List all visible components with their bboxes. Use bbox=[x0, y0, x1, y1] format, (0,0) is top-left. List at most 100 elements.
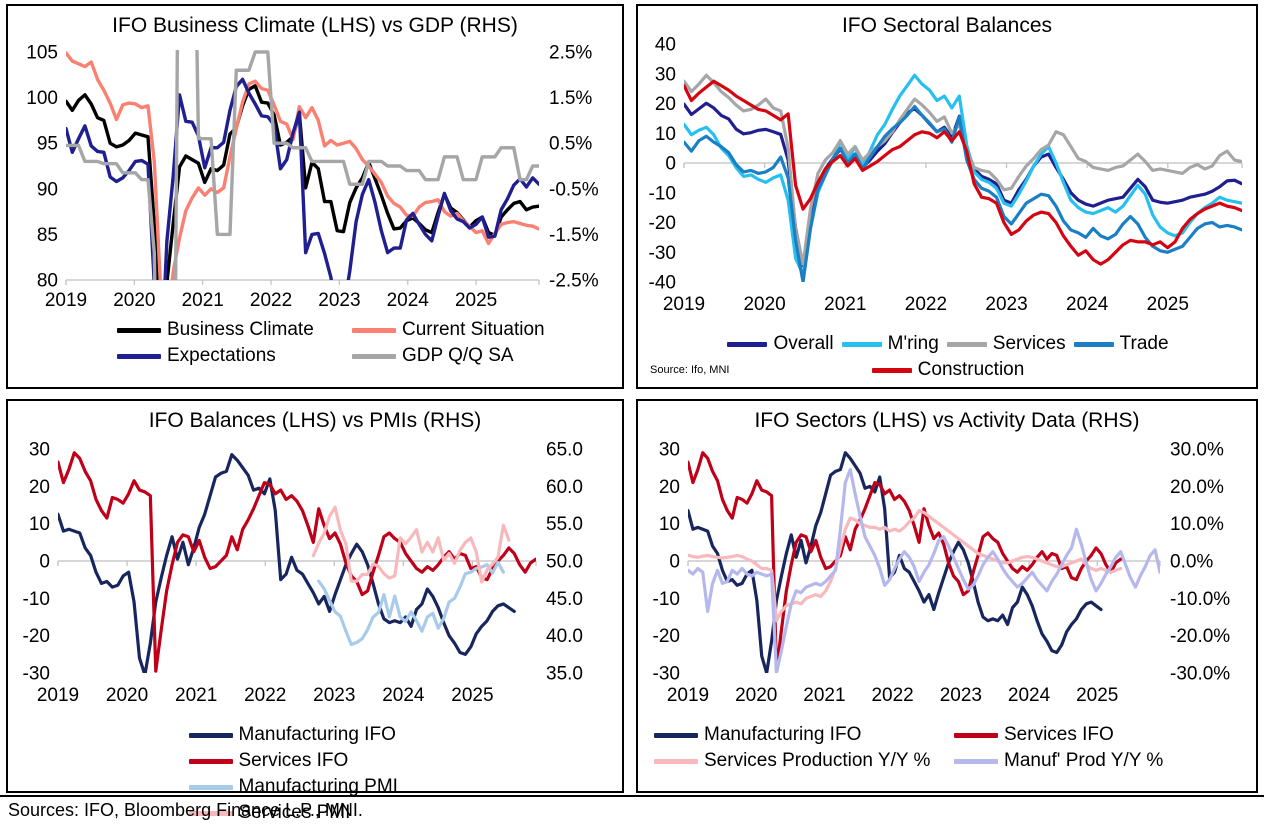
series-line-manuf-prod-y-y bbox=[688, 467, 1160, 673]
legend-label: Services bbox=[992, 333, 1066, 354]
y-axis-tick-right: -30.0% bbox=[1170, 664, 1230, 685]
x-axis-tick: 2023 bbox=[940, 685, 982, 706]
legend-swatch-icon bbox=[117, 327, 161, 333]
legend-label: Manufacturing PMI bbox=[238, 776, 398, 797]
legend-item-business-climate[interactable]: Business Climate bbox=[117, 318, 342, 342]
panel-title-bottom-left: IFO Balances (LHS) vs PMIs (RHS) bbox=[148, 409, 482, 432]
y-axis-tick-right: 0.5% bbox=[549, 134, 592, 155]
x-axis-tick: 2022 bbox=[244, 685, 286, 706]
legend-label: Manufacturing IFO bbox=[704, 724, 862, 745]
x-axis-tick: 2024 bbox=[387, 290, 430, 311]
y-axis-tick-right: 10.0% bbox=[1170, 514, 1224, 535]
legend-swatch-icon bbox=[352, 327, 396, 333]
legend-label: Services PMI bbox=[238, 802, 351, 823]
series-line-gdp-q-q-sa bbox=[66, 50, 539, 280]
legend-swatch-icon bbox=[954, 758, 998, 764]
legend-swatch-icon bbox=[954, 732, 998, 738]
x-axis-tick: 2025 bbox=[1076, 685, 1118, 706]
legend-item-expectations[interactable]: Expectations bbox=[117, 344, 342, 368]
legend-item-services-ifo[interactable]: Services IFO bbox=[188, 749, 444, 773]
x-axis-tick: 2023 bbox=[985, 294, 1027, 315]
y-axis-tick-left: 105 bbox=[26, 43, 58, 64]
panel-ifo-sectoral-balances: IFO Sectoral Balances -40 -30 -20 -10 0 10 20 3… bbox=[636, 4, 1258, 389]
x-axis-tick: 2024 bbox=[1008, 685, 1051, 706]
y-axis-tick-right: 65.0 bbox=[546, 440, 583, 461]
legend-bottom-right: Manufacturing IFO Services IFO Services Pr… bbox=[654, 723, 1244, 773]
series-line-services-ifo bbox=[58, 451, 536, 673]
x-axis-tick: 2020 bbox=[735, 685, 777, 706]
legend-item-services-pmi[interactable]: Services PMI bbox=[188, 801, 444, 825]
x-axis-tick: 2019 bbox=[667, 685, 709, 706]
x-axis-tick: 2024 bbox=[1066, 294, 1109, 315]
y-axis-tick-right: 50.0 bbox=[546, 552, 583, 573]
legend-item-manuf-prod-y-y[interactable]: Manuf' Prod Y/Y % bbox=[954, 749, 1244, 773]
y-axis-tick-left: -30 bbox=[23, 664, 50, 685]
y-axis-tick-left: -20 bbox=[653, 626, 680, 647]
y-axis-tick-right: 0.0% bbox=[1170, 552, 1213, 573]
legend-item-services-ifo[interactable]: Services IFO bbox=[954, 723, 1244, 747]
y-axis-tick-right: -10.0% bbox=[1170, 589, 1230, 610]
panel-ifo-business-climate: IFO Business Climate (LHS) vs GDP (RHS) … bbox=[6, 4, 624, 389]
legend-label: Trade bbox=[1119, 333, 1169, 354]
legend-item-manufacturing-ifo[interactable]: Manufacturing IFO bbox=[654, 723, 944, 747]
y-axis-tick-left: 95 bbox=[37, 134, 58, 155]
x-axis-tick: 2023 bbox=[318, 290, 360, 311]
y-axis-tick-left: -20 bbox=[23, 626, 50, 647]
legend-item-manufacturing-pmi[interactable]: Manufacturing PMI bbox=[188, 775, 444, 799]
legend-item-gdp-q-q-sa[interactable]: GDP Q/Q SA bbox=[352, 344, 577, 368]
legend-label: Services IFO bbox=[238, 750, 349, 771]
y-axis-tick-right: 2.5% bbox=[549, 43, 592, 64]
y-axis-tick-right: 55.0 bbox=[546, 514, 583, 535]
x-axis-tick: 2021 bbox=[803, 685, 845, 706]
legend-label: Construction bbox=[917, 359, 1025, 380]
legend-swatch-icon bbox=[188, 732, 233, 738]
y-axis-tick-left: 80 bbox=[37, 271, 58, 292]
series-line-current-situation bbox=[66, 51, 539, 280]
panel-ifo-sectors-vs-activity: IFO Sectors (LHS) vs Activity Data (RHS)… bbox=[636, 399, 1258, 793]
y-axis-tick-left: 0 bbox=[669, 552, 680, 573]
y-axis-tick-right: -0.5% bbox=[549, 179, 599, 200]
y-axis-tick-left: 0 bbox=[39, 552, 50, 573]
x-axis-tick: 2025 bbox=[1147, 294, 1189, 315]
panel-title-top-right: IFO Sectoral Balances bbox=[841, 14, 1053, 37]
legend-label: Business Climate bbox=[167, 319, 314, 340]
y-axis-tick-left: 10 bbox=[659, 514, 680, 535]
y-axis-tick-left: 100 bbox=[26, 88, 58, 109]
series-line-manufacturing-ifo bbox=[58, 453, 516, 673]
legend-swatch-icon bbox=[841, 341, 882, 347]
series-line-m-ring bbox=[684, 73, 1242, 277]
legend-item-services[interactable]: Services bbox=[946, 332, 1066, 356]
legend-item-current-situation[interactable]: Current Situation bbox=[352, 318, 577, 342]
chart-plot-bottom-left: -30 -20 -10 0 10 20 30 35.0 40.0 45.0 50.0 55.0 60.0… bbox=[23, 440, 583, 707]
y-axis-tick-right: -2.5% bbox=[549, 271, 599, 292]
legend-label: M'ring bbox=[887, 333, 939, 354]
chart-plot-bottom-right: -30 -20 -10 0 10 20 30 -30.0% -20.0% -10.0% 0.0% 10… bbox=[653, 440, 1231, 707]
legend-item-construction[interactable]: Construction bbox=[871, 358, 1025, 382]
x-axis-tick: 2022 bbox=[905, 294, 947, 315]
series-line-expectations bbox=[66, 77, 539, 280]
series-line-services-ifo bbox=[688, 451, 1123, 673]
legend-item-m-ring[interactable]: M'ring bbox=[841, 332, 939, 356]
y-axis-tick-left: 20 bbox=[655, 94, 676, 115]
x-axis-tick: 2021 bbox=[182, 290, 224, 311]
legend-item-trade[interactable]: Trade bbox=[1073, 332, 1169, 356]
legend-item-manufacturing-ifo[interactable]: Manufacturing IFO bbox=[188, 723, 444, 747]
legend-swatch-icon bbox=[654, 758, 698, 764]
legend-item-overall[interactable]: Overall bbox=[727, 332, 834, 356]
x-axis-tick: 2021 bbox=[824, 294, 866, 315]
panel-title-bottom-right: IFO Sectors (LHS) vs Activity Data (RHS) bbox=[754, 409, 1140, 432]
y-axis-tick-right: 1.5% bbox=[549, 88, 592, 109]
x-axis-tick: 2019 bbox=[663, 294, 705, 315]
legend-swatch-icon bbox=[946, 341, 987, 347]
legend-swatch-icon bbox=[654, 732, 698, 738]
source-note-top-right: Source: Ifo, MNI bbox=[650, 364, 730, 376]
x-axis-tick: 2024 bbox=[382, 685, 425, 706]
x-axis-tick: 2025 bbox=[451, 685, 493, 706]
y-axis-tick-left: -30 bbox=[653, 664, 680, 685]
legend-label: Expectations bbox=[167, 345, 276, 366]
legend-item-services-production-y-y[interactable]: Services Production Y/Y % bbox=[654, 749, 944, 773]
series-line-construction bbox=[684, 79, 1242, 266]
legend-label: Services IFO bbox=[1004, 724, 1114, 745]
y-axis-tick-left: 10 bbox=[29, 514, 50, 535]
